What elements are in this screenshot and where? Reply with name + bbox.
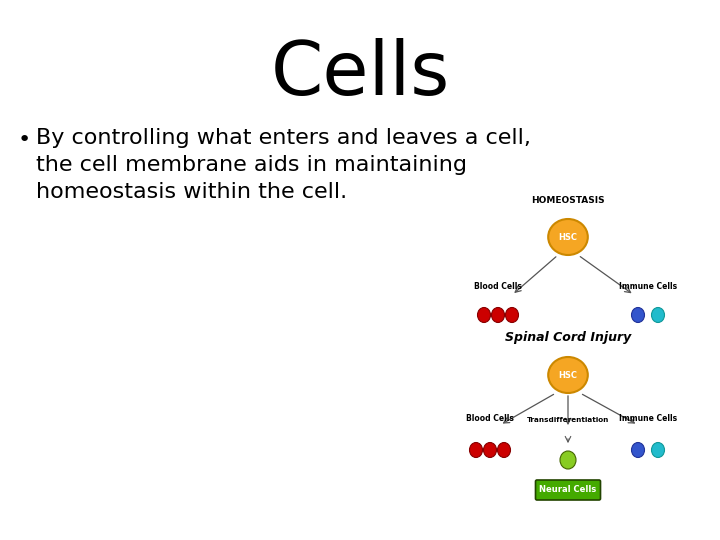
- Ellipse shape: [498, 442, 510, 457]
- Ellipse shape: [484, 442, 497, 457]
- Text: Immune Cells: Immune Cells: [619, 414, 677, 423]
- Ellipse shape: [548, 219, 588, 255]
- Ellipse shape: [652, 442, 665, 457]
- Text: Immune Cells: Immune Cells: [619, 282, 677, 291]
- Text: Blood Cells: Blood Cells: [474, 282, 522, 291]
- Text: Blood Cells: Blood Cells: [466, 414, 514, 423]
- Text: Spinal Cord Injury: Spinal Cord Injury: [505, 331, 631, 344]
- Ellipse shape: [548, 357, 588, 393]
- Text: HSC: HSC: [559, 370, 577, 380]
- Ellipse shape: [560, 451, 576, 469]
- Ellipse shape: [631, 307, 644, 322]
- Text: HSC: HSC: [559, 233, 577, 241]
- FancyBboxPatch shape: [536, 480, 600, 500]
- Text: Neural Cells: Neural Cells: [539, 485, 597, 495]
- Text: Cells: Cells: [271, 38, 449, 111]
- Ellipse shape: [505, 307, 518, 322]
- Text: •: •: [18, 130, 31, 150]
- Text: HOMEOSTASIS: HOMEOSTASIS: [531, 196, 605, 205]
- Ellipse shape: [652, 307, 665, 322]
- Text: By controlling what enters and leaves a cell,
the cell membrane aids in maintain: By controlling what enters and leaves a …: [36, 128, 531, 202]
- Ellipse shape: [492, 307, 505, 322]
- Ellipse shape: [631, 442, 644, 457]
- Ellipse shape: [477, 307, 490, 322]
- Ellipse shape: [469, 442, 482, 457]
- Text: Transdifferentiation: Transdifferentiation: [527, 417, 609, 423]
